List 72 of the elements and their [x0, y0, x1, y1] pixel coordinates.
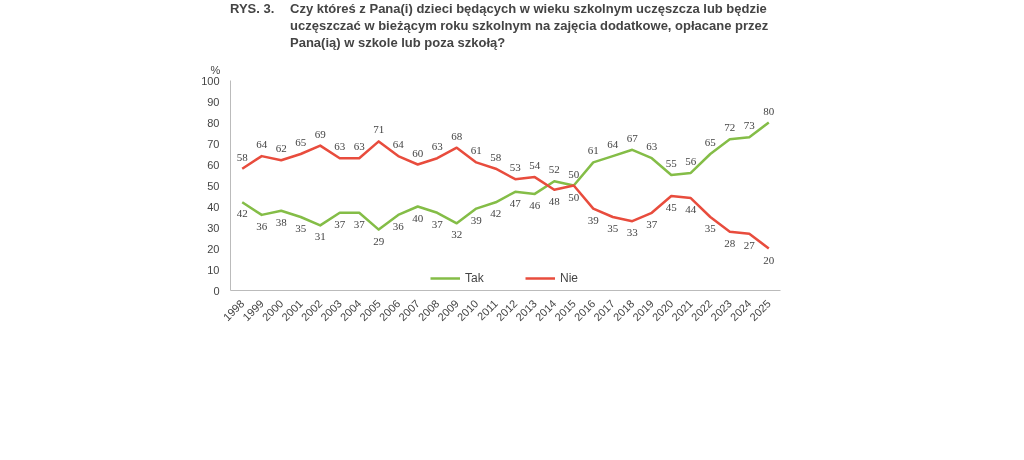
- data-label: 45: [665, 201, 678, 213]
- data-label: 42: [490, 207, 502, 220]
- y-tick-label: 90: [207, 95, 220, 108]
- data-label: 61: [587, 144, 599, 157]
- y-tick-label: 50: [207, 179, 220, 192]
- data-label: 31: [314, 230, 326, 243]
- data-label: 63: [353, 140, 366, 153]
- data-label: 60: [412, 146, 424, 159]
- legend-label: Nie: [560, 271, 579, 285]
- data-label: 50: [568, 167, 580, 180]
- data-label: 58: [236, 150, 249, 163]
- data-label: 64: [392, 138, 405, 151]
- y-tick-label: 70: [207, 137, 220, 150]
- data-label: 48: [548, 194, 561, 207]
- data-label: 61: [470, 144, 482, 157]
- data-label: 40: [412, 211, 424, 224]
- data-label: 37: [353, 217, 366, 230]
- data-label: 37: [431, 217, 444, 230]
- data-label: 53: [509, 161, 522, 174]
- data-label: 37: [646, 217, 658, 230]
- y-axis-title: %: [210, 63, 221, 76]
- data-label: 80: [763, 104, 775, 117]
- y-tick-label: 20: [207, 242, 220, 255]
- data-label: 47: [509, 196, 522, 209]
- data-label: 58: [490, 150, 502, 163]
- data-label: 39: [587, 213, 600, 226]
- data-label: 36: [392, 219, 405, 232]
- data-label: 20: [763, 253, 775, 266]
- legend-label: Tak: [465, 271, 485, 285]
- data-label: 72: [724, 121, 736, 134]
- data-label: 64: [607, 138, 619, 151]
- data-label: 37: [334, 217, 346, 230]
- data-label: 50: [568, 190, 580, 203]
- data-label: 63: [334, 140, 346, 153]
- chart-title: RYS. 3.: [230, 0, 276, 18]
- data-label: 63: [646, 140, 658, 153]
- data-label: 33: [626, 226, 639, 239]
- data-label: 27: [743, 238, 756, 251]
- data-label: 55: [665, 157, 678, 169]
- data-label: 62: [275, 142, 287, 155]
- data-label: 44: [685, 203, 697, 216]
- data-label: 35: [704, 222, 717, 234]
- data-label: 29: [373, 234, 385, 247]
- y-tick-label: 40: [207, 200, 220, 213]
- data-label: 35: [607, 222, 619, 234]
- data-label: 28: [724, 236, 736, 249]
- data-label: 38: [275, 215, 288, 228]
- chart-subtitle: Czy któreś z Pana(i) dzieci będących w wieku szkolnym uczęszcza lub będzie uczęszczać w bieżącym roku szkolnym na zajęcia dodatkowe, opłacane przez Pana(ią) w szkole lub poza szkołą?: [290, 0, 770, 51]
- data-label: 39: [470, 213, 483, 226]
- data-label: 65: [295, 136, 307, 148]
- data-label: 35: [295, 222, 307, 234]
- data-label: 36: [256, 219, 268, 232]
- y-tick-label: 100: [201, 74, 220, 87]
- data-label: 46: [529, 198, 541, 211]
- data-label: 42: [236, 207, 248, 220]
- data-label: 67: [626, 131, 639, 144]
- y-tick-label: 80: [207, 116, 220, 129]
- data-label: 52: [548, 163, 560, 176]
- data-label: 56: [685, 154, 697, 167]
- y-tick-label: 10: [207, 263, 220, 276]
- data-label: 32: [451, 228, 463, 241]
- data-label: 71: [373, 123, 385, 136]
- y-tick-label: 30: [207, 221, 220, 234]
- y-tick-label: 0: [213, 284, 220, 297]
- data-label: 68: [451, 129, 463, 142]
- data-label: 54: [529, 159, 541, 172]
- data-label: 64: [256, 138, 268, 151]
- data-label: 63: [431, 140, 444, 153]
- data-label: 65: [704, 136, 717, 148]
- data-label: 69: [314, 127, 327, 140]
- y-tick-label: 60: [207, 158, 220, 171]
- data-label: 73: [743, 119, 756, 132]
